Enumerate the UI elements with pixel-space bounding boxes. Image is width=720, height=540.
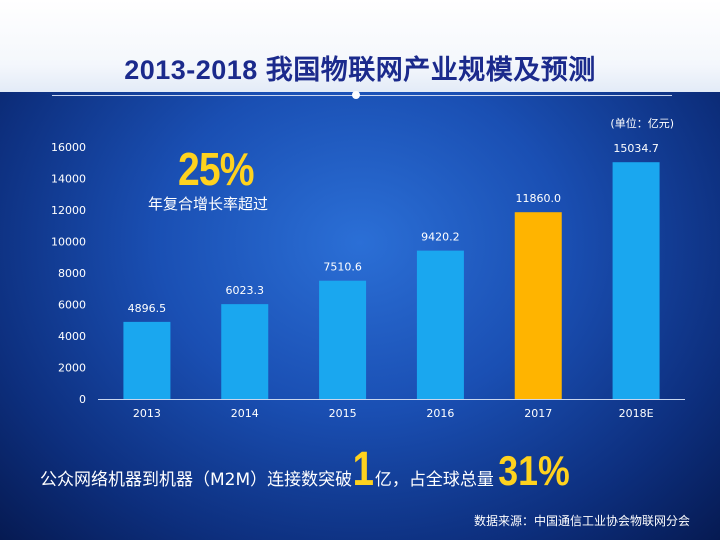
- y-tick-label: 12000: [51, 204, 86, 217]
- bar-2013: [123, 321, 171, 399]
- y-tick-label: 6000: [58, 299, 86, 312]
- x-tick-label: 2017: [524, 407, 552, 420]
- divider-dot: [352, 91, 360, 99]
- unit-label: (单位：亿元): [610, 117, 674, 130]
- m2m-highlight-share: 31%: [498, 447, 570, 494]
- y-tick-label: 8000: [58, 267, 86, 280]
- y-tick-label: 16000: [51, 141, 86, 154]
- m2m-highlight-count: 1: [352, 443, 375, 496]
- title-divider: [52, 95, 672, 96]
- bar-2014: [221, 304, 269, 399]
- bar-value-label: 6023.3: [226, 284, 265, 297]
- m2m-statement: 公众网络机器到机器（M2M）连接数突破1亿，占全球总量 31%: [40, 442, 576, 502]
- page-title: 2013-2018 我国物联网产业规模及预测: [124, 55, 596, 85]
- data-source: 数据来源：中国通信工业协会物联网分会: [473, 514, 690, 528]
- x-tick-label: 2016: [426, 407, 454, 420]
- title-banner: [0, 0, 720, 92]
- y-tick-label: 0: [79, 393, 86, 406]
- bar-2016: [416, 250, 464, 399]
- cagr-label: 年复合增长率超过: [148, 195, 269, 213]
- bar-value-label: 11860.0: [516, 192, 562, 205]
- x-tick-label: 2015: [329, 407, 357, 420]
- x-tick-label: 2014: [231, 407, 259, 420]
- m2m-text-1: 公众网络机器到机器（M2M）连接数突破: [40, 470, 353, 490]
- bar-2017: [514, 212, 562, 399]
- bar-value-label: 9420.2: [421, 231, 460, 244]
- x-tick-label: 2013: [133, 407, 161, 420]
- y-tick-label: 10000: [51, 236, 86, 249]
- bar-value-label: 4896.5: [128, 302, 167, 315]
- bar-value-label: 7510.6: [323, 261, 362, 274]
- y-tick-label: 4000: [58, 330, 86, 343]
- m2m-text-2: 亿，占全球总量: [374, 470, 494, 490]
- x-tick-label: 2018E: [619, 407, 654, 420]
- bar-2015: [319, 280, 367, 399]
- y-tick-label: 2000: [58, 362, 86, 375]
- y-tick-label: 14000: [51, 173, 86, 186]
- bar-value-label: 15034.7: [613, 142, 659, 155]
- bar-2018E: [612, 162, 660, 399]
- cagr-value: 25%: [178, 143, 255, 195]
